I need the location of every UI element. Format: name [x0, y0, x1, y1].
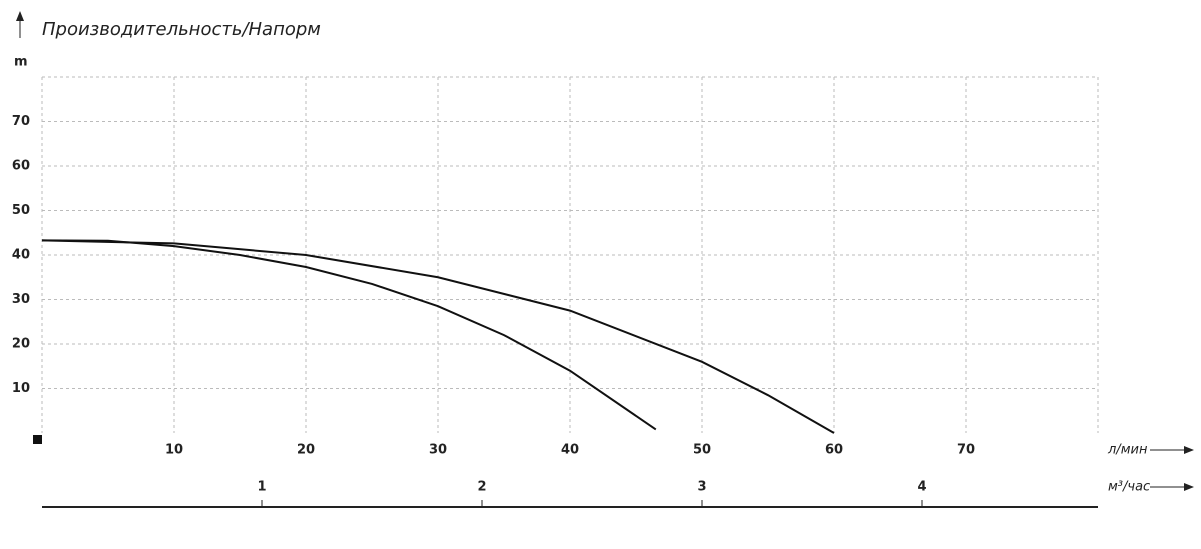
- y-tick-label: 20: [12, 337, 30, 352]
- chart-title: Производительность/Напорм: [42, 19, 321, 40]
- x-tick-label: 50: [693, 443, 711, 458]
- x-tick-label: 70: [957, 443, 975, 458]
- y-tick-label: 50: [12, 203, 30, 218]
- y-tick-label: 70: [12, 114, 30, 129]
- x-axis-label: л/мин: [1107, 443, 1148, 458]
- x-tick-label: 40: [561, 443, 579, 458]
- curve: [41, 239, 835, 434]
- x-tick-label: 30: [429, 443, 447, 458]
- y-axis-label: m: [14, 55, 28, 70]
- x-tick-label: 20: [297, 443, 315, 458]
- x-tick-label: 60: [825, 443, 843, 458]
- x2-tick-label: 1: [257, 480, 266, 495]
- x2-axis-label: м³/час: [1108, 480, 1150, 495]
- x2-tick-label: 4: [917, 480, 926, 495]
- origin-marker: [33, 435, 42, 444]
- y-tick-label: 40: [12, 248, 30, 263]
- curve: [41, 239, 657, 431]
- x2-tick-label: 3: [697, 480, 706, 495]
- x-tick-label: 10: [165, 443, 183, 458]
- y-tick-label: 10: [12, 381, 30, 396]
- x2-tick-label: 2: [477, 480, 486, 495]
- y-tick-label: 30: [12, 292, 30, 307]
- y-tick-label: 60: [12, 159, 30, 174]
